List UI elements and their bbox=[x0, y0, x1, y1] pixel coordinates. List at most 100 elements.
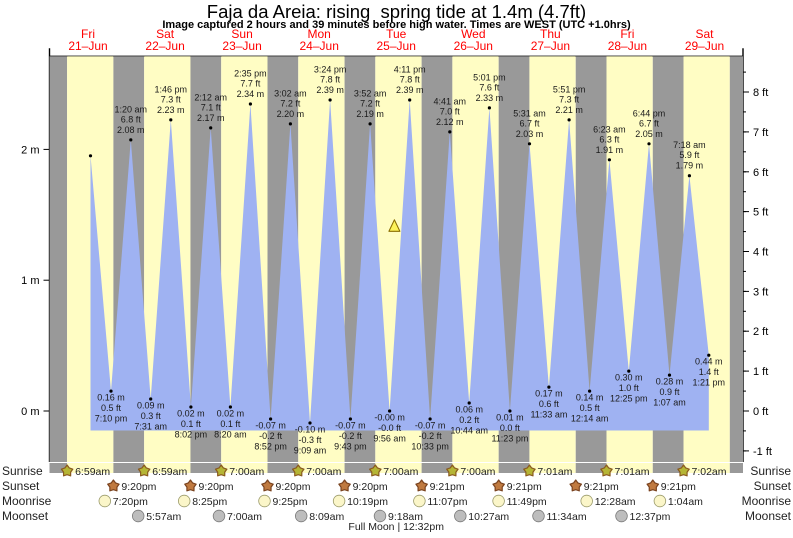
svg-text:7.2 ft: 7.2 ft bbox=[280, 98, 301, 108]
svg-text:29–Jun: 29–Jun bbox=[685, 39, 724, 53]
svg-text:0.1 ft: 0.1 ft bbox=[220, 419, 241, 429]
svg-text:9:56 am: 9:56 am bbox=[373, 434, 406, 444]
svg-text:7.3 ft: 7.3 ft bbox=[559, 94, 580, 104]
svg-text:21–Jun: 21–Jun bbox=[68, 39, 107, 53]
svg-text:6 ft: 6 ft bbox=[753, 167, 768, 179]
svg-text:8 ft: 8 ft bbox=[753, 87, 768, 99]
svg-text:0.30 m: 0.30 m bbox=[615, 373, 643, 383]
svg-text:6.8 ft: 6.8 ft bbox=[121, 114, 142, 124]
svg-text:10:27am: 10:27am bbox=[468, 511, 509, 523]
svg-text:9:21pm: 9:21pm bbox=[507, 481, 542, 493]
svg-text:7.8 ft: 7.8 ft bbox=[400, 75, 421, 85]
svg-text:7.6 ft: 7.6 ft bbox=[479, 82, 500, 92]
svg-text:0.5 ft: 0.5 ft bbox=[580, 403, 601, 413]
svg-text:7.0 ft: 7.0 ft bbox=[440, 106, 461, 116]
svg-text:2.34 m: 2.34 m bbox=[237, 89, 265, 99]
svg-text:24–Jun: 24–Jun bbox=[300, 39, 339, 53]
svg-text:22–Jun: 22–Jun bbox=[145, 39, 184, 53]
svg-text:0.6 ft: 0.6 ft bbox=[539, 399, 560, 409]
svg-text:1:21 pm: 1:21 pm bbox=[693, 378, 726, 388]
svg-text:1:07 am: 1:07 am bbox=[653, 398, 686, 408]
svg-text:2 ft: 2 ft bbox=[753, 326, 768, 338]
svg-text:7.3 ft: 7.3 ft bbox=[161, 94, 182, 104]
svg-text:27–Jun: 27–Jun bbox=[531, 39, 570, 53]
svg-text:0.5 ft: 0.5 ft bbox=[101, 403, 122, 413]
svg-text:1.0 ft: 1.0 ft bbox=[619, 383, 640, 393]
svg-text:-0.00 m: -0.00 m bbox=[374, 413, 405, 423]
svg-text:7:10 pm: 7:10 pm bbox=[95, 414, 128, 424]
svg-text:-1 ft: -1 ft bbox=[753, 446, 772, 458]
svg-text:2.21 m: 2.21 m bbox=[555, 105, 583, 115]
svg-text:8:52 pm: 8:52 pm bbox=[254, 442, 287, 452]
svg-text:9:20pm: 9:20pm bbox=[121, 481, 156, 493]
svg-text:7:01am: 7:01am bbox=[537, 466, 572, 478]
svg-text:11:33 am: 11:33 am bbox=[530, 410, 567, 420]
svg-text:0.02 m: 0.02 m bbox=[217, 409, 245, 419]
svg-text:0.44 m: 0.44 m bbox=[695, 357, 723, 367]
svg-text:-0.2 ft: -0.2 ft bbox=[339, 431, 363, 441]
svg-text:0.1 ft: 0.1 ft bbox=[181, 419, 202, 429]
svg-text:9:09 am: 9:09 am bbox=[294, 446, 327, 456]
svg-text:2.39 m: 2.39 m bbox=[396, 85, 424, 95]
svg-text:2.12 m: 2.12 m bbox=[436, 117, 464, 127]
svg-text:1 ft: 1 ft bbox=[753, 366, 768, 378]
svg-text:0.09 m: 0.09 m bbox=[137, 401, 165, 411]
svg-text:5:51 pm: 5:51 pm bbox=[553, 84, 586, 94]
svg-text:2.20 m: 2.20 m bbox=[277, 109, 305, 119]
svg-text:7.2 ft: 7.2 ft bbox=[360, 98, 381, 108]
svg-text:9:20pm: 9:20pm bbox=[353, 481, 388, 493]
svg-text:Moonset: Moonset bbox=[2, 509, 49, 523]
svg-text:7:18 am: 7:18 am bbox=[673, 140, 706, 150]
svg-text:3 ft: 3 ft bbox=[753, 286, 768, 298]
svg-text:7:00am: 7:00am bbox=[383, 466, 418, 478]
svg-text:5.9 ft: 5.9 ft bbox=[679, 150, 700, 160]
svg-text:0.2 ft: 0.2 ft bbox=[459, 415, 480, 425]
svg-text:7:31 am: 7:31 am bbox=[134, 422, 167, 432]
svg-text:9:21pm: 9:21pm bbox=[430, 481, 465, 493]
svg-text:26–Jun: 26–Jun bbox=[454, 39, 493, 53]
svg-text:6:59am: 6:59am bbox=[75, 466, 110, 478]
svg-text:1:46 pm: 1:46 pm bbox=[155, 84, 188, 94]
svg-text:10:19pm: 10:19pm bbox=[347, 496, 388, 508]
svg-text:-0.10 m: -0.10 m bbox=[295, 425, 326, 435]
svg-text:10:33 pm: 10:33 pm bbox=[411, 442, 449, 452]
svg-text:2 m: 2 m bbox=[21, 144, 39, 156]
svg-text:11:34am: 11:34am bbox=[547, 511, 587, 523]
svg-text:9:25pm: 9:25pm bbox=[273, 496, 308, 508]
svg-text:5:57am: 5:57am bbox=[146, 511, 181, 523]
svg-text:1:04am: 1:04am bbox=[668, 496, 703, 508]
svg-text:9:43 pm: 9:43 pm bbox=[334, 442, 367, 452]
svg-text:0.06 m: 0.06 m bbox=[455, 405, 483, 415]
svg-text:2.39 m: 2.39 m bbox=[316, 85, 344, 95]
svg-text:6:44 pm: 6:44 pm bbox=[633, 108, 666, 118]
svg-text:2.17 m: 2.17 m bbox=[197, 113, 225, 123]
svg-text:12:14 am: 12:14 am bbox=[571, 414, 609, 424]
svg-text:1.91 m: 1.91 m bbox=[596, 145, 624, 155]
svg-text:2:12 am: 2:12 am bbox=[194, 92, 227, 102]
svg-text:-0.2 ft: -0.2 ft bbox=[259, 431, 283, 441]
svg-text:0.0 ft: 0.0 ft bbox=[500, 423, 521, 433]
svg-text:1.79 m: 1.79 m bbox=[676, 161, 704, 171]
svg-text:2.08 m: 2.08 m bbox=[117, 125, 145, 135]
svg-text:0.01 m: 0.01 m bbox=[496, 413, 524, 423]
svg-text:2:35 pm: 2:35 pm bbox=[234, 69, 267, 79]
svg-text:9:21pm: 9:21pm bbox=[584, 481, 619, 493]
svg-text:Moonrise: Moonrise bbox=[742, 494, 792, 508]
svg-text:7:00am: 7:00am bbox=[460, 466, 495, 478]
svg-text:7:00am: 7:00am bbox=[306, 466, 341, 478]
svg-text:12:28am: 12:28am bbox=[595, 496, 636, 508]
svg-text:4 ft: 4 ft bbox=[753, 247, 768, 259]
svg-text:-0.07 m: -0.07 m bbox=[335, 421, 366, 431]
svg-text:11:49pm: 11:49pm bbox=[507, 496, 547, 508]
svg-text:6:23 am: 6:23 am bbox=[593, 124, 626, 134]
svg-text:-0.07 m: -0.07 m bbox=[415, 421, 446, 431]
svg-text:0 m: 0 m bbox=[21, 406, 39, 418]
svg-text:2.33 m: 2.33 m bbox=[476, 93, 504, 103]
svg-text:2.23 m: 2.23 m bbox=[157, 105, 185, 115]
svg-text:8:02 pm: 8:02 pm bbox=[175, 430, 208, 440]
svg-text:1.4 ft: 1.4 ft bbox=[699, 367, 720, 377]
svg-text:0 ft: 0 ft bbox=[753, 406, 768, 418]
svg-text:6.7 ft: 6.7 ft bbox=[519, 118, 540, 128]
svg-text:Sunset: Sunset bbox=[2, 479, 40, 493]
svg-text:5 ft: 5 ft bbox=[753, 207, 768, 219]
